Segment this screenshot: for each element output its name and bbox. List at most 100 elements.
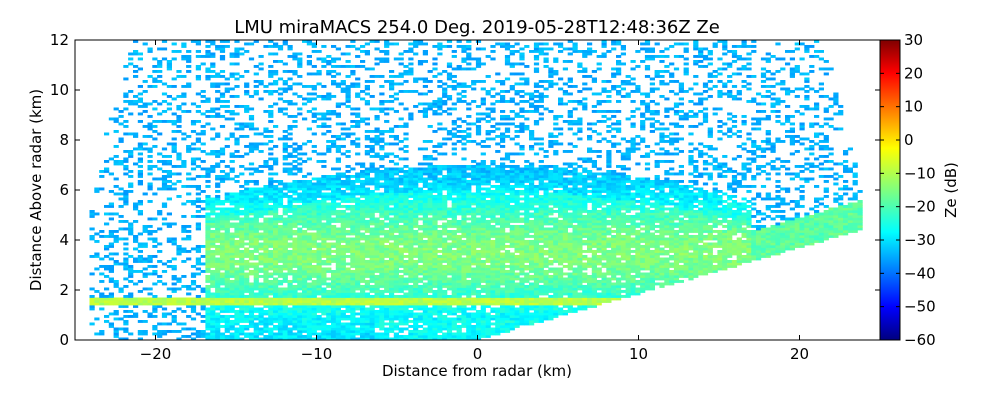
reflectivity-cell — [292, 210, 298, 213]
reflectivity-cell — [292, 92, 298, 96]
reflectivity-cell — [442, 165, 448, 168]
reflectivity-cell — [306, 232, 312, 236]
reflectivity-cell — [239, 227, 245, 231]
reflectivity-cell — [437, 267, 443, 271]
reflectivity-cell — [205, 40, 211, 43]
reflectivity-cell — [374, 222, 380, 226]
reflectivity-cell — [417, 62, 424, 66]
reflectivity-cell — [456, 285, 462, 288]
reflectivity-cell — [427, 102, 433, 106]
reflectivity-cell — [215, 177, 221, 181]
reflectivity-cell — [292, 277, 298, 281]
reflectivity-cell — [210, 137, 216, 141]
reflectivity-cell — [128, 270, 134, 273]
reflectivity-cell — [461, 182, 467, 186]
reflectivity-cell — [432, 210, 438, 213]
reflectivity-cell — [287, 182, 293, 186]
reflectivity-cell — [258, 82, 264, 86]
reflectivity-cell — [268, 327, 274, 331]
reflectivity-cell — [369, 130, 375, 133]
reflectivity-cell — [451, 280, 457, 283]
reflectivity-cell — [239, 325, 245, 328]
reflectivity-cell — [408, 210, 414, 213]
reflectivity-cell — [253, 262, 259, 266]
reflectivity-cell — [422, 287, 428, 291]
reflectivity-cell — [451, 187, 457, 191]
reflectivity-cell — [166, 67, 172, 71]
reflectivity-cell — [306, 92, 312, 96]
reflectivity-cell — [268, 115, 274, 118]
reflectivity-cell — [287, 222, 293, 226]
reflectivity-cell — [326, 292, 332, 296]
reflectivity-cell — [263, 255, 269, 258]
reflectivity-cell — [442, 310, 448, 313]
reflectivity-cell — [89, 237, 95, 241]
reflectivity-cell — [210, 165, 216, 168]
reflectivity-cell — [239, 235, 245, 238]
reflectivity-cell — [239, 275, 245, 278]
reflectivity-cell — [422, 245, 428, 248]
reflectivity-cell — [277, 187, 284, 191]
reflectivity-cell — [331, 80, 337, 83]
reflectivity-cell — [393, 237, 399, 241]
reflectivity-cell — [413, 40, 419, 43]
reflectivity-cell — [181, 260, 187, 263]
reflectivity-cell — [306, 252, 312, 256]
reflectivity-cell — [302, 317, 308, 321]
reflectivity-cell — [398, 117, 404, 121]
reflectivity-cell — [422, 167, 428, 171]
reflectivity-cell — [239, 122, 245, 126]
reflectivity-cell — [263, 210, 269, 213]
reflectivity-cell — [321, 242, 327, 246]
reflectivity-cell — [142, 142, 148, 146]
reflectivity-cell — [215, 207, 221, 211]
reflectivity-cell — [335, 235, 341, 238]
reflectivity-cell — [229, 235, 235, 238]
reflectivity-cell — [403, 195, 409, 198]
reflectivity-cell — [437, 237, 443, 241]
reflectivity-cell — [461, 190, 467, 193]
reflectivity-cell — [393, 295, 399, 298]
reflectivity-cell — [205, 220, 211, 223]
reflectivity-cell — [422, 282, 428, 286]
reflectivity-cell — [224, 137, 230, 141]
reflectivity-cell — [244, 110, 250, 113]
reflectivity-cell — [171, 182, 177, 186]
reflectivity-cell — [210, 202, 216, 206]
reflectivity-cell — [446, 97, 453, 101]
reflectivity-cell — [123, 95, 129, 98]
reflectivity-cell — [461, 325, 467, 328]
reflectivity-cell — [350, 182, 356, 186]
reflectivity-cell — [292, 247, 298, 251]
reflectivity-cell — [466, 255, 472, 258]
reflectivity-cell — [306, 317, 312, 321]
reflectivity-cell — [408, 257, 414, 261]
reflectivity-cell — [306, 60, 312, 63]
reflectivity-cell — [219, 260, 226, 263]
reflectivity-cell — [152, 57, 158, 61]
reflectivity-cell — [229, 195, 235, 198]
reflectivity-cell — [133, 202, 139, 206]
reflectivity-cell — [384, 212, 390, 216]
reflectivity-cell — [219, 262, 226, 266]
reflectivity-cell — [273, 325, 279, 328]
reflectivity-cell — [398, 52, 404, 56]
reflectivity-cell — [239, 190, 245, 193]
reflectivity-cell — [451, 297, 457, 301]
reflectivity-cell — [104, 267, 110, 271]
reflectivity-cell — [99, 292, 105, 296]
reflectivity-cell — [350, 142, 356, 146]
reflectivity-cell — [471, 80, 477, 83]
reflectivity-cell — [253, 315, 259, 318]
reflectivity-cell — [302, 220, 308, 223]
reflectivity-cell — [427, 125, 433, 128]
reflectivity-cell — [384, 322, 390, 326]
reflectivity-cell — [287, 210, 293, 213]
reflectivity-cell — [369, 147, 375, 151]
reflectivity-cell — [142, 242, 148, 246]
reflectivity-cell — [345, 270, 351, 273]
reflectivity-cell — [389, 130, 395, 133]
reflectivity-cell — [128, 185, 134, 188]
reflectivity-cell — [239, 47, 245, 51]
reflectivity-cell — [292, 295, 298, 298]
